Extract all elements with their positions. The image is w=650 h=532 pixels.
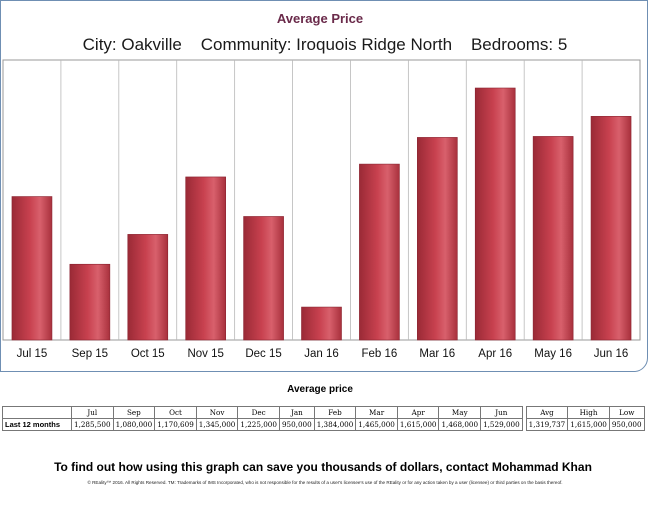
month-header: Oct [154, 406, 197, 419]
month-header: Feb [313, 406, 357, 419]
price-cell: 1,615,000 [396, 418, 440, 431]
x-tick-label: Mar 16 [419, 348, 455, 360]
chart-title: Average Price [276, 11, 364, 26]
table-corner-cell [2, 406, 72, 419]
price-cell: 1,345,000 [195, 418, 239, 431]
bar [127, 234, 169, 341]
month-header: Dec [237, 406, 280, 419]
month-header: Sep [112, 406, 156, 419]
x-tick-label: May 16 [534, 348, 572, 360]
chart-subtitle: City: Oakville Community: Iroquois Ridge… [82, 35, 568, 54]
bar [185, 176, 226, 341]
price-cell: 1,170,609 [154, 418, 197, 431]
price-cell: 1,225,000 [237, 418, 280, 431]
price-cell: 1,529,000 [480, 418, 523, 431]
x-tick-label: Feb 16 [362, 348, 398, 360]
summary-header: Avg [525, 406, 569, 419]
x-tick-label: Jun 16 [594, 348, 629, 360]
bar [417, 137, 458, 341]
price-table: Jul Sep Oct Nov Dec Jan Feb Mar Apr May … [2, 406, 645, 431]
month-header: Mar [355, 406, 398, 419]
contact-call-to-action: To find out how using this graph can sav… [54, 460, 592, 474]
summary-header: Low [608, 406, 645, 419]
low-cell: 950,000 [608, 418, 645, 431]
table-title: Average price [287, 384, 353, 395]
price-cell: 1,468,000 [438, 418, 482, 431]
bar [474, 87, 516, 341]
bar [243, 216, 284, 341]
month-header: Jan [278, 406, 315, 419]
price-cell: 1,285,500 [71, 418, 114, 431]
month-header: May [438, 406, 482, 419]
month-header: Nov [195, 406, 239, 419]
bar [359, 163, 400, 341]
month-header: Apr [396, 406, 440, 419]
table-data-row: Last 12 months 1,285,500 1,080,000 1,170… [2, 418, 645, 431]
x-tick-label: Oct 15 [131, 348, 165, 360]
x-tick-label: Jul 15 [17, 348, 48, 360]
x-tick-label: Apr 16 [478, 348, 512, 360]
month-header: Jul [71, 406, 114, 419]
row-label: Last 12 months [2, 418, 72, 431]
table-gap [521, 418, 527, 431]
bar [590, 116, 632, 341]
bar [532, 136, 574, 341]
x-tick-label: Nov 15 [187, 348, 223, 360]
bar-chart: Jul 15 Sep 15 Oct 15 Nov 15 Dec 15 Jan 16 Feb … [2, 59, 641, 360]
bar [301, 306, 342, 341]
table-header-row: Jul Sep Oct Nov Dec Jan Feb Mar Apr May … [2, 406, 645, 419]
table-gap [521, 406, 527, 419]
price-cell: 1,080,000 [112, 418, 156, 431]
x-tick-label: Dec 15 [245, 348, 281, 360]
month-header: Jun [480, 406, 523, 419]
price-cell: 1,465,000 [355, 418, 398, 431]
summary-header: High [567, 406, 610, 419]
bar [69, 263, 111, 341]
avg-cell: 1,319,737 [525, 418, 569, 431]
x-tick-label: Jan 16 [304, 348, 339, 360]
bar [11, 196, 53, 341]
copyright-disclaimer: © REality™ 2016. All Rights Reserved. TM… [87, 480, 563, 485]
high-cell: 1,615,000 [567, 418, 610, 431]
x-tick-label: Sep 15 [72, 348, 108, 360]
price-cell: 1,384,000 [313, 418, 357, 431]
price-cell: 950,000 [278, 418, 315, 431]
